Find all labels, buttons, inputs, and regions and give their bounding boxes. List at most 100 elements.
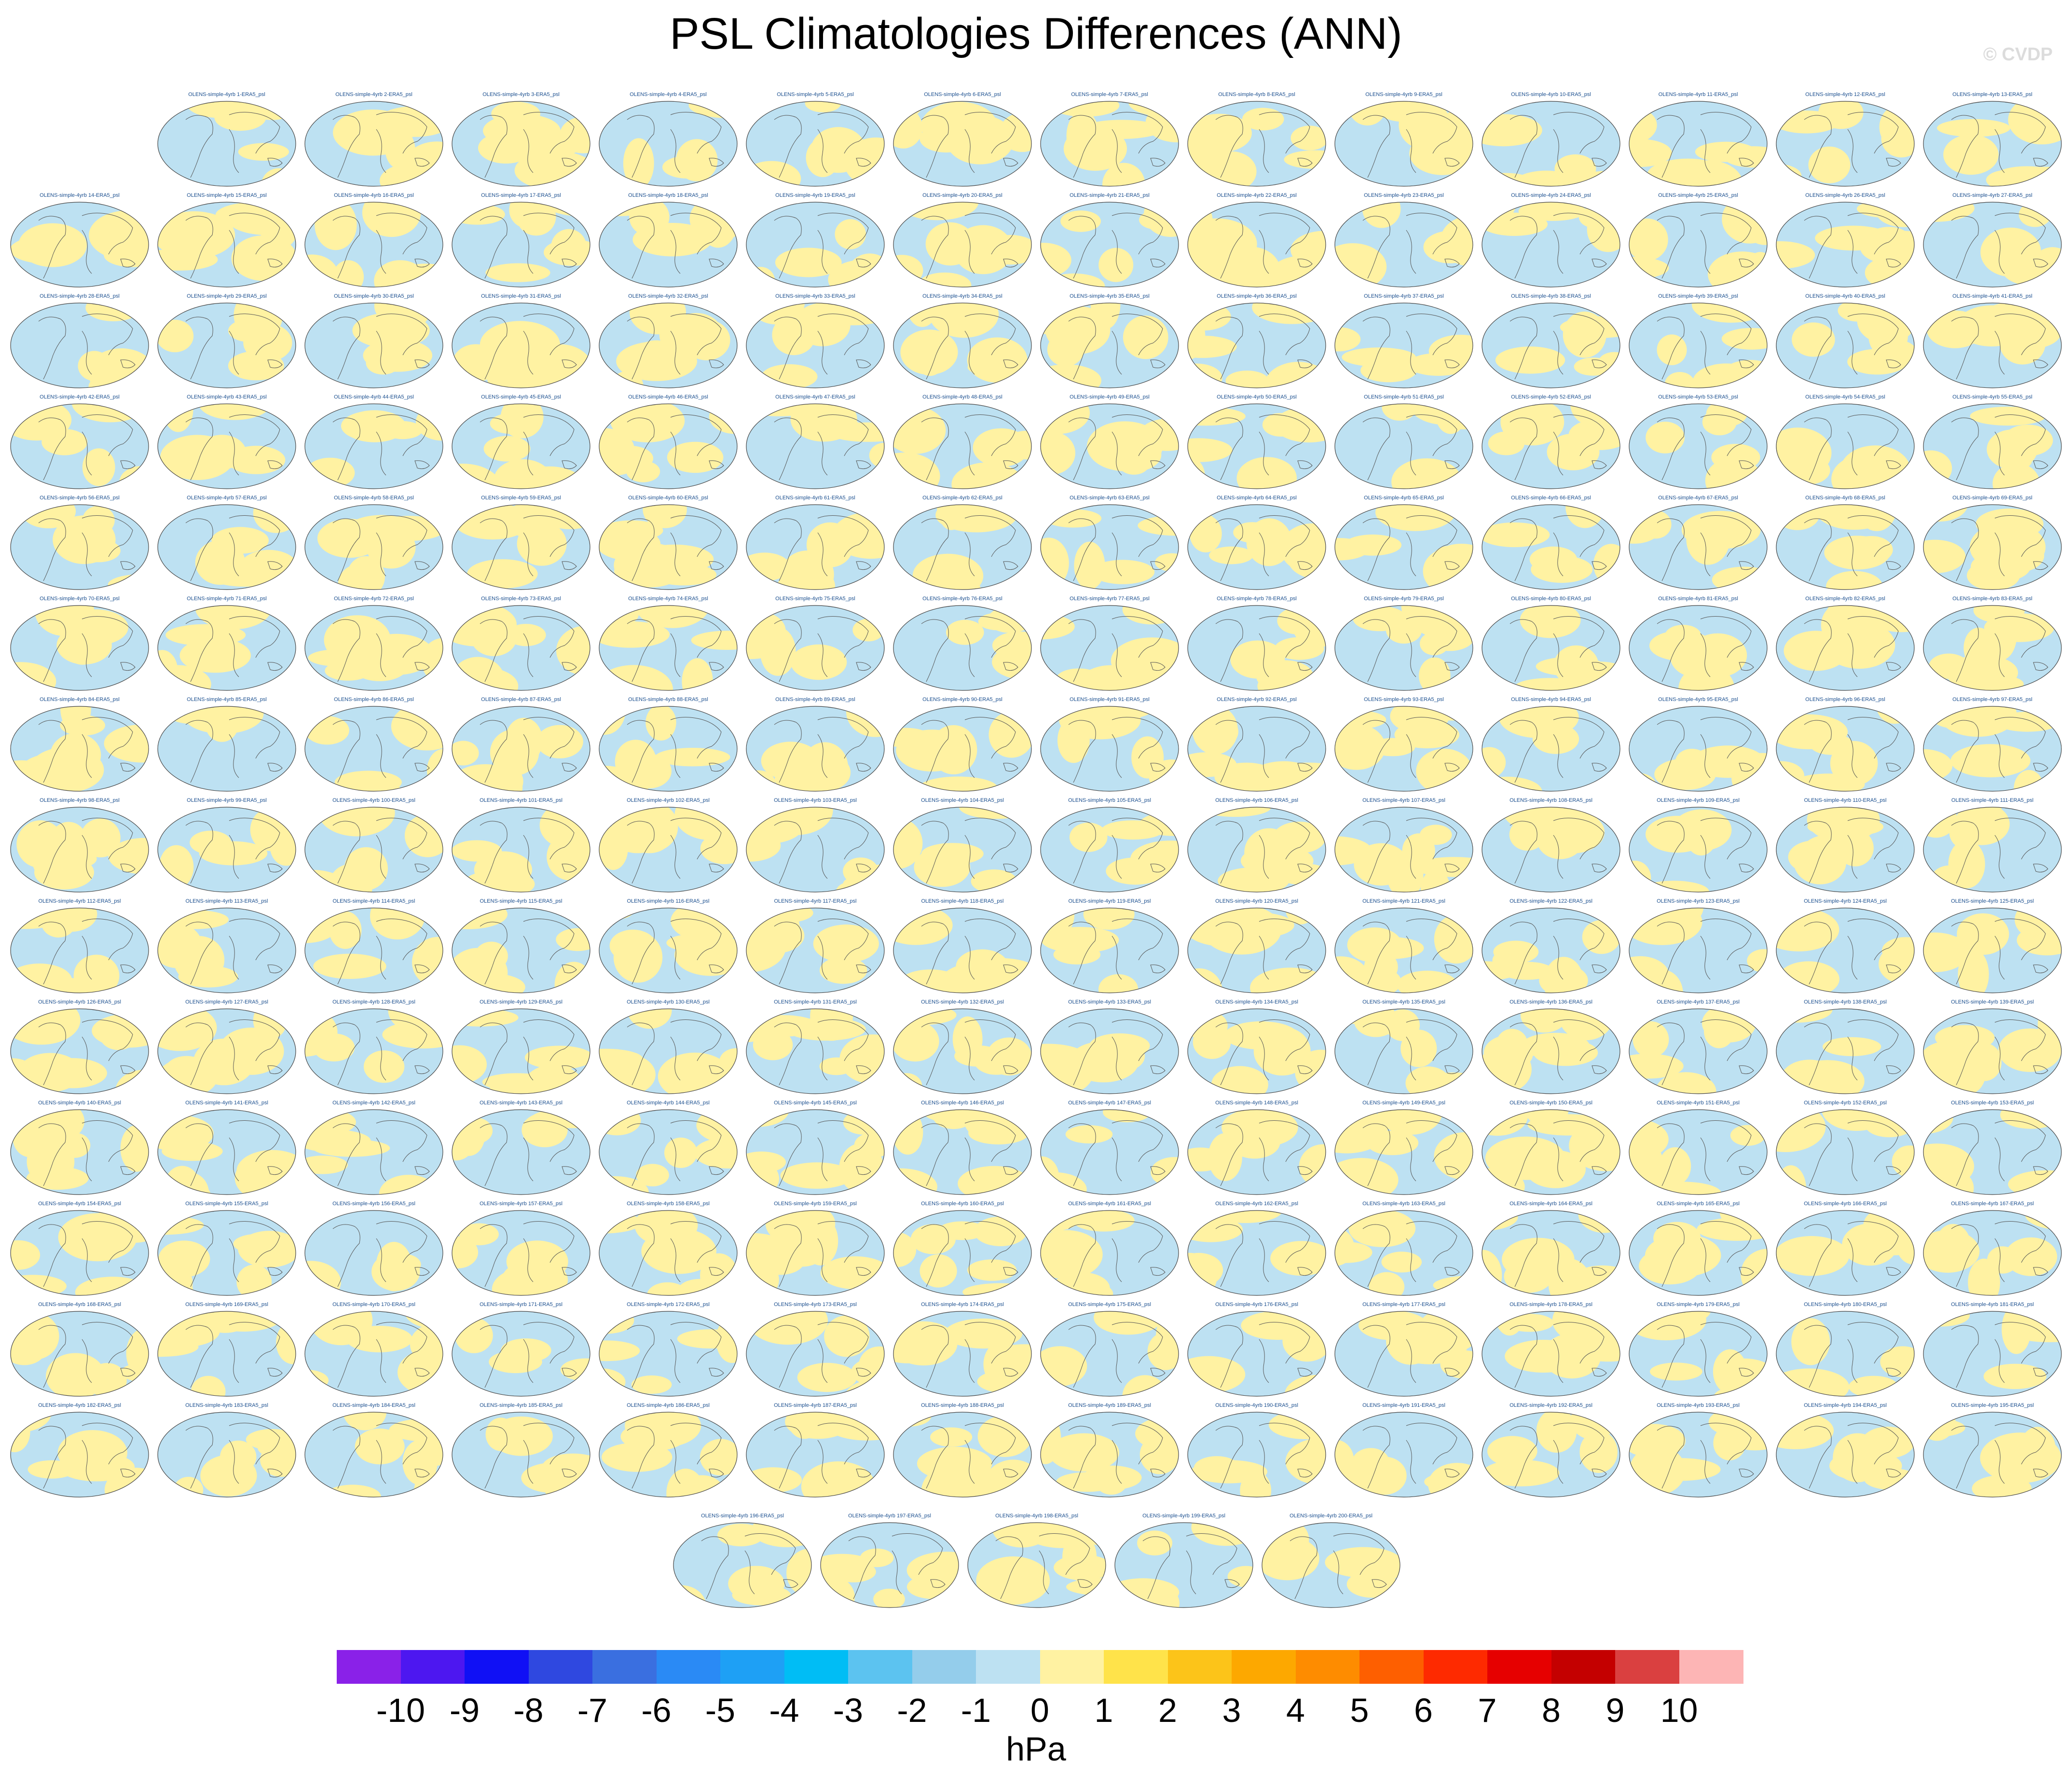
positive-anomaly-region <box>362 202 421 237</box>
map-panel: OLENS-simple-4yrb 18-ERA5_psl <box>596 192 740 293</box>
map-panel: OLENS-simple-4yrb 7-ERA5_psl <box>1038 91 1181 192</box>
map-border <box>157 101 296 187</box>
global-map <box>1040 504 1179 590</box>
positive-anomaly-region <box>1665 625 1702 646</box>
coastline <box>480 919 577 985</box>
map-border <box>1629 908 1768 993</box>
positive-anomaly-region <box>645 706 676 741</box>
map-panel: OLENS-simple-4yrb 90-ERA5_psl <box>891 696 1034 797</box>
map-panel: OLENS-simple-4yrb 70-ERA5_psl <box>8 595 151 696</box>
map-panel-title: OLENS-simple-4yrb 76-ERA5_psl <box>922 596 1002 602</box>
map-panel: OLENS-simple-4yrb 12-ERA5_psl <box>1773 91 1917 192</box>
map-border <box>1629 807 1768 893</box>
positive-anomaly-region <box>746 829 781 862</box>
map-border <box>157 605 296 691</box>
map-panel-title: OLENS-simple-4yrb 71-ERA5_psl <box>187 596 267 602</box>
map-panel: OLENS-simple-4yrb 126-ERA5_psl <box>8 998 151 1100</box>
global-map <box>746 403 885 489</box>
positive-anomaly-region <box>524 1045 590 1070</box>
map-panel-title: OLENS-simple-4yrb 121-ERA5_psl <box>1362 898 1445 904</box>
global-map <box>157 605 296 691</box>
positive-anomaly-region <box>805 101 841 112</box>
map-panel-title: OLENS-simple-4yrb 51-ERA5_psl <box>1364 394 1444 400</box>
coastline <box>1509 314 1607 380</box>
global-map <box>1776 303 1915 388</box>
positive-anomaly-region <box>761 742 820 780</box>
colorbar-tick-label: 0 <box>1030 1691 1049 1729</box>
map-border <box>746 605 885 691</box>
positive-anomaly-region <box>536 725 583 758</box>
positive-anomaly-region <box>50 822 87 862</box>
map-border <box>1482 807 1620 893</box>
positive-anomaly-region <box>1675 749 1709 775</box>
positive-anomaly-region <box>1091 560 1155 584</box>
map-panel: OLENS-simple-4yrb 36-ERA5_psl <box>1185 292 1329 394</box>
positive-anomaly-region <box>1081 120 1163 139</box>
positive-anomaly-region <box>1688 633 1747 677</box>
coastline <box>1362 717 1460 783</box>
map-panel: OLENS-simple-4yrb 16-ERA5_psl <box>302 192 446 293</box>
map-border <box>304 807 443 893</box>
coastline <box>1657 717 1754 783</box>
map-panel-title: OLENS-simple-4yrb 16-ERA5_psl <box>334 193 414 198</box>
map-panel: OLENS-simple-4yrb 42-ERA5_psl <box>8 393 151 495</box>
positive-anomaly-region <box>483 436 531 462</box>
map-border <box>1923 403 2062 489</box>
map-panel: OLENS-simple-4yrb 2-ERA5_psl <box>302 91 446 192</box>
map-border <box>452 403 590 489</box>
map-panel-title: OLENS-simple-4yrb 13-ERA5_psl <box>1952 92 2032 97</box>
map-panel: OLENS-simple-4yrb 14-ERA5_psl <box>8 192 151 293</box>
map-panel-title: OLENS-simple-4yrb 55-ERA5_psl <box>1952 394 2032 400</box>
map-border <box>746 908 885 993</box>
map-border <box>599 706 738 792</box>
map-border <box>1040 101 1179 187</box>
map-panel-title: OLENS-simple-4yrb 67-ERA5_psl <box>1658 495 1738 501</box>
global-map <box>746 504 885 590</box>
map-panel-title: OLENS-simple-4yrb 140-ERA5_psl <box>38 1100 121 1106</box>
global-map <box>1334 101 1473 187</box>
map-border <box>1923 101 2062 187</box>
map-border <box>1923 504 2062 590</box>
global-map <box>1334 202 1473 288</box>
global-map <box>1187 807 1326 893</box>
map-panel: OLENS-simple-4yrb 103-ERA5_psl <box>743 797 887 898</box>
global-map <box>1482 706 1620 792</box>
map-panel: OLENS-simple-4yrb 117-ERA5_psl <box>743 897 887 999</box>
coastline <box>774 616 871 682</box>
coastline <box>627 818 724 884</box>
global-map <box>746 908 885 993</box>
map-border <box>1187 303 1326 388</box>
coastline <box>332 314 430 380</box>
map-border <box>599 303 738 388</box>
map-border <box>1334 908 1473 993</box>
positive-anomaly-region <box>195 605 272 630</box>
positive-anomaly-region <box>1425 620 1473 651</box>
map-panel-title: OLENS-simple-4yrb 31-ERA5_psl <box>481 293 561 299</box>
positive-anomaly-region <box>1926 310 1983 348</box>
map-border <box>1187 101 1326 187</box>
map-panel-title: OLENS-simple-4yrb 107-ERA5_psl <box>1362 798 1445 803</box>
positive-anomaly-region <box>1482 747 1506 778</box>
map-border <box>1776 908 1915 993</box>
positive-anomaly-region <box>1954 807 2010 845</box>
positive-anomaly-region <box>452 741 479 766</box>
map-panel: OLENS-simple-4yrb 37-ERA5_psl <box>1332 292 1476 394</box>
global-map <box>1040 908 1179 993</box>
coastline <box>332 515 430 581</box>
map-border <box>1629 1008 1768 1094</box>
map-panel-title: OLENS-simple-4yrb 78-ERA5_psl <box>1217 596 1297 602</box>
map-border <box>893 303 1032 388</box>
positive-anomaly-region <box>636 1164 669 1186</box>
coastline <box>1804 1019 1901 1086</box>
map-panel-title: OLENS-simple-4yrb 132-ERA5_psl <box>921 999 1004 1005</box>
map-panel-title: OLENS-simple-4yrb 77-ERA5_psl <box>1070 596 1150 602</box>
global-map <box>746 202 885 288</box>
map-panel: OLENS-simple-4yrb 133-ERA5_psl <box>1038 998 1181 1100</box>
positive-anomaly-region <box>810 127 866 173</box>
coastline <box>1215 112 1313 178</box>
positive-anomaly-region <box>1273 822 1326 853</box>
map-panel-title: OLENS-simple-4yrb 44-ERA5_psl <box>334 394 414 400</box>
map-border <box>10 202 149 288</box>
colorbar-tick-label: -4 <box>769 1691 799 1729</box>
map-panel-title: OLENS-simple-4yrb 25-ERA5_psl <box>1658 193 1738 198</box>
